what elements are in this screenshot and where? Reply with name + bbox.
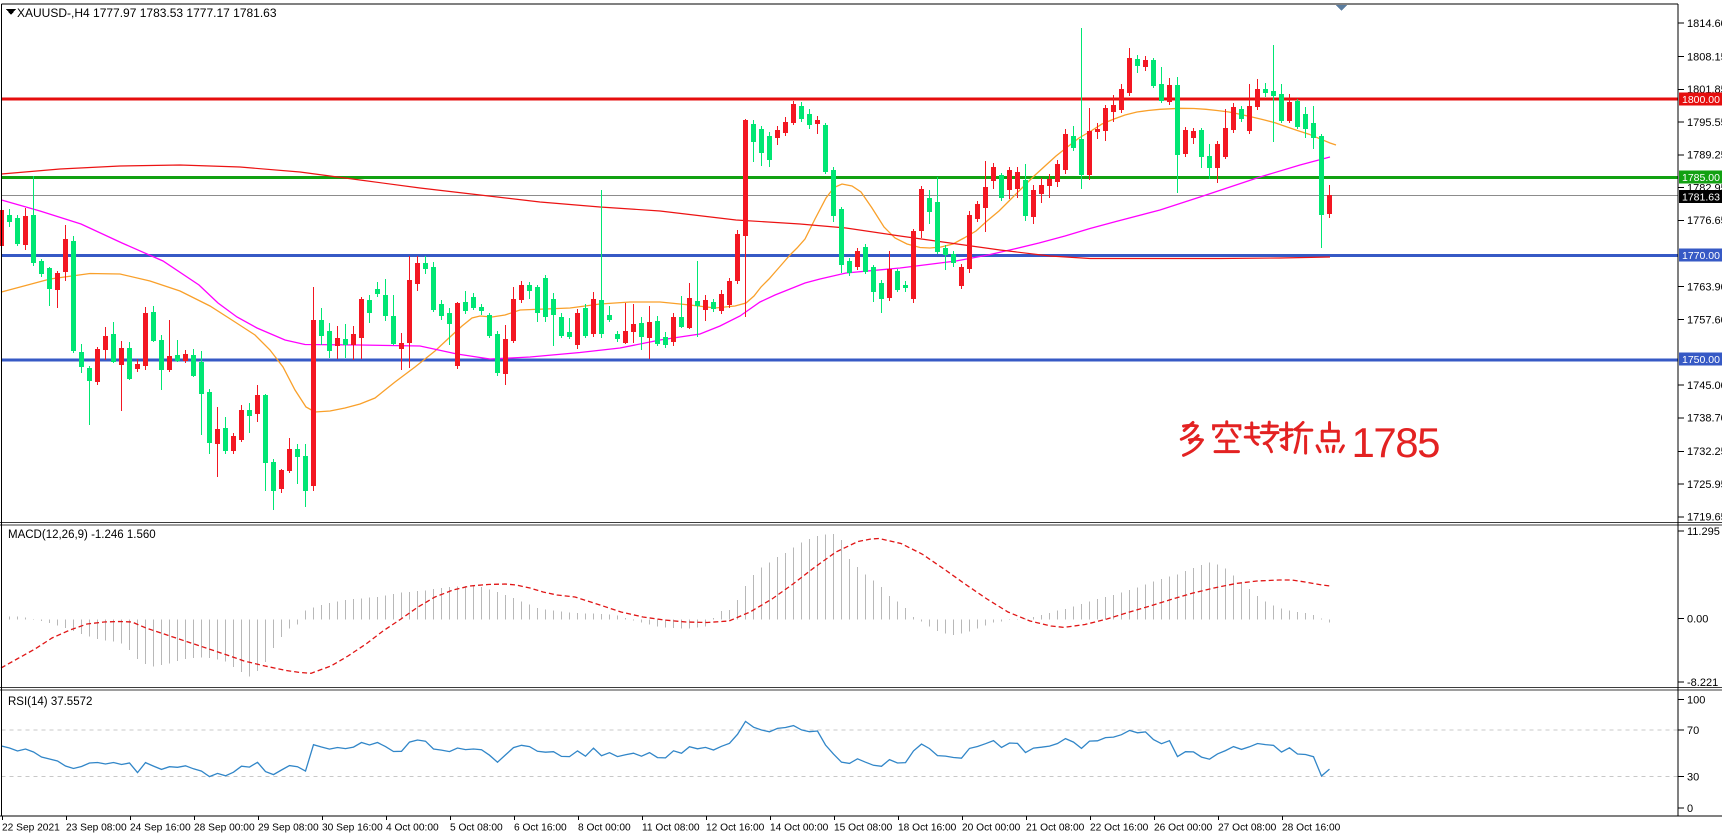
svg-text:20 Oct 00:00: 20 Oct 00:00 <box>962 823 1021 834</box>
svg-text:RSI(14) 37.5572: RSI(14) 37.5572 <box>8 696 92 708</box>
svg-text:22 Sep 2021: 22 Sep 2021 <box>2 823 60 834</box>
svg-text:12 Oct 16:00: 12 Oct 16:00 <box>706 823 765 834</box>
svg-text:8 Oct 00:00: 8 Oct 00:00 <box>578 823 631 834</box>
svg-text:26 Oct 00:00: 26 Oct 00:00 <box>1154 823 1213 834</box>
svg-text:1770.00: 1770.00 <box>1682 250 1720 262</box>
svg-text:27 Oct 08:00: 27 Oct 08:00 <box>1218 823 1277 834</box>
svg-text:70: 70 <box>1687 725 1699 737</box>
svg-text:22 Oct 16:00: 22 Oct 16:00 <box>1090 823 1149 834</box>
svg-text:30: 30 <box>1687 771 1699 783</box>
svg-text:6 Oct 16:00: 6 Oct 16:00 <box>514 823 567 834</box>
svg-text:1808.15: 1808.15 <box>1687 51 1722 63</box>
svg-text:24 Sep 16:00: 24 Sep 16:00 <box>130 823 191 834</box>
svg-text:XAUUSD-,H4 1777.97 1783.53 17: XAUUSD-,H4 1777.97 1783.53 1777.17 1781.… <box>17 6 277 20</box>
svg-text:1785: 1785 <box>1352 419 1440 466</box>
svg-text:11 Oct 08:00: 11 Oct 08:00 <box>642 823 700 834</box>
svg-text:11.295: 11.295 <box>1687 526 1720 538</box>
svg-text:1785.00: 1785.00 <box>1682 172 1720 184</box>
svg-text:0: 0 <box>1687 803 1693 815</box>
svg-text:1745.00: 1745.00 <box>1687 380 1722 392</box>
svg-text:1757.60: 1757.60 <box>1687 314 1722 326</box>
svg-text:1719.65: 1719.65 <box>1687 512 1722 524</box>
svg-text:1763.90: 1763.90 <box>1687 282 1722 294</box>
svg-text:1776.65: 1776.65 <box>1687 215 1722 227</box>
svg-text:1781.63: 1781.63 <box>1682 191 1720 203</box>
svg-text:1738.70: 1738.70 <box>1687 413 1722 425</box>
svg-text:-8.221: -8.221 <box>1687 677 1718 689</box>
svg-text:14 Oct 00:00: 14 Oct 00:00 <box>770 823 829 834</box>
svg-text:1814.60: 1814.60 <box>1687 18 1722 30</box>
svg-text:1732.25: 1732.25 <box>1687 446 1722 458</box>
svg-text:100: 100 <box>1687 694 1705 706</box>
svg-text:MACD(12,26,9) -1.246 1.560: MACD(12,26,9) -1.246 1.560 <box>8 529 156 541</box>
svg-text:1789.25: 1789.25 <box>1687 150 1722 162</box>
svg-text:1795.55: 1795.55 <box>1687 117 1722 129</box>
svg-text:15 Oct 08:00: 15 Oct 08:00 <box>834 823 893 834</box>
svg-text:23 Sep 08:00: 23 Sep 08:00 <box>66 823 127 834</box>
svg-text:18 Oct 16:00: 18 Oct 16:00 <box>898 823 957 834</box>
svg-text:28 Oct 16:00: 28 Oct 16:00 <box>1282 823 1341 834</box>
svg-text:1725.95: 1725.95 <box>1687 479 1722 491</box>
svg-text:28 Sep 00:00: 28 Sep 00:00 <box>194 823 255 834</box>
svg-text:30 Sep 16:00: 30 Sep 16:00 <box>322 823 383 834</box>
svg-text:0.00: 0.00 <box>1687 613 1708 625</box>
svg-text:21 Oct 08:00: 21 Oct 08:00 <box>1026 823 1085 834</box>
svg-text:1800.00: 1800.00 <box>1682 94 1720 106</box>
svg-text:1750.00: 1750.00 <box>1682 354 1720 366</box>
svg-text:4 Oct 00:00: 4 Oct 00:00 <box>386 823 439 834</box>
svg-text:29 Sep 08:00: 29 Sep 08:00 <box>258 823 319 834</box>
svg-text:5 Oct 08:00: 5 Oct 08:00 <box>450 823 503 834</box>
